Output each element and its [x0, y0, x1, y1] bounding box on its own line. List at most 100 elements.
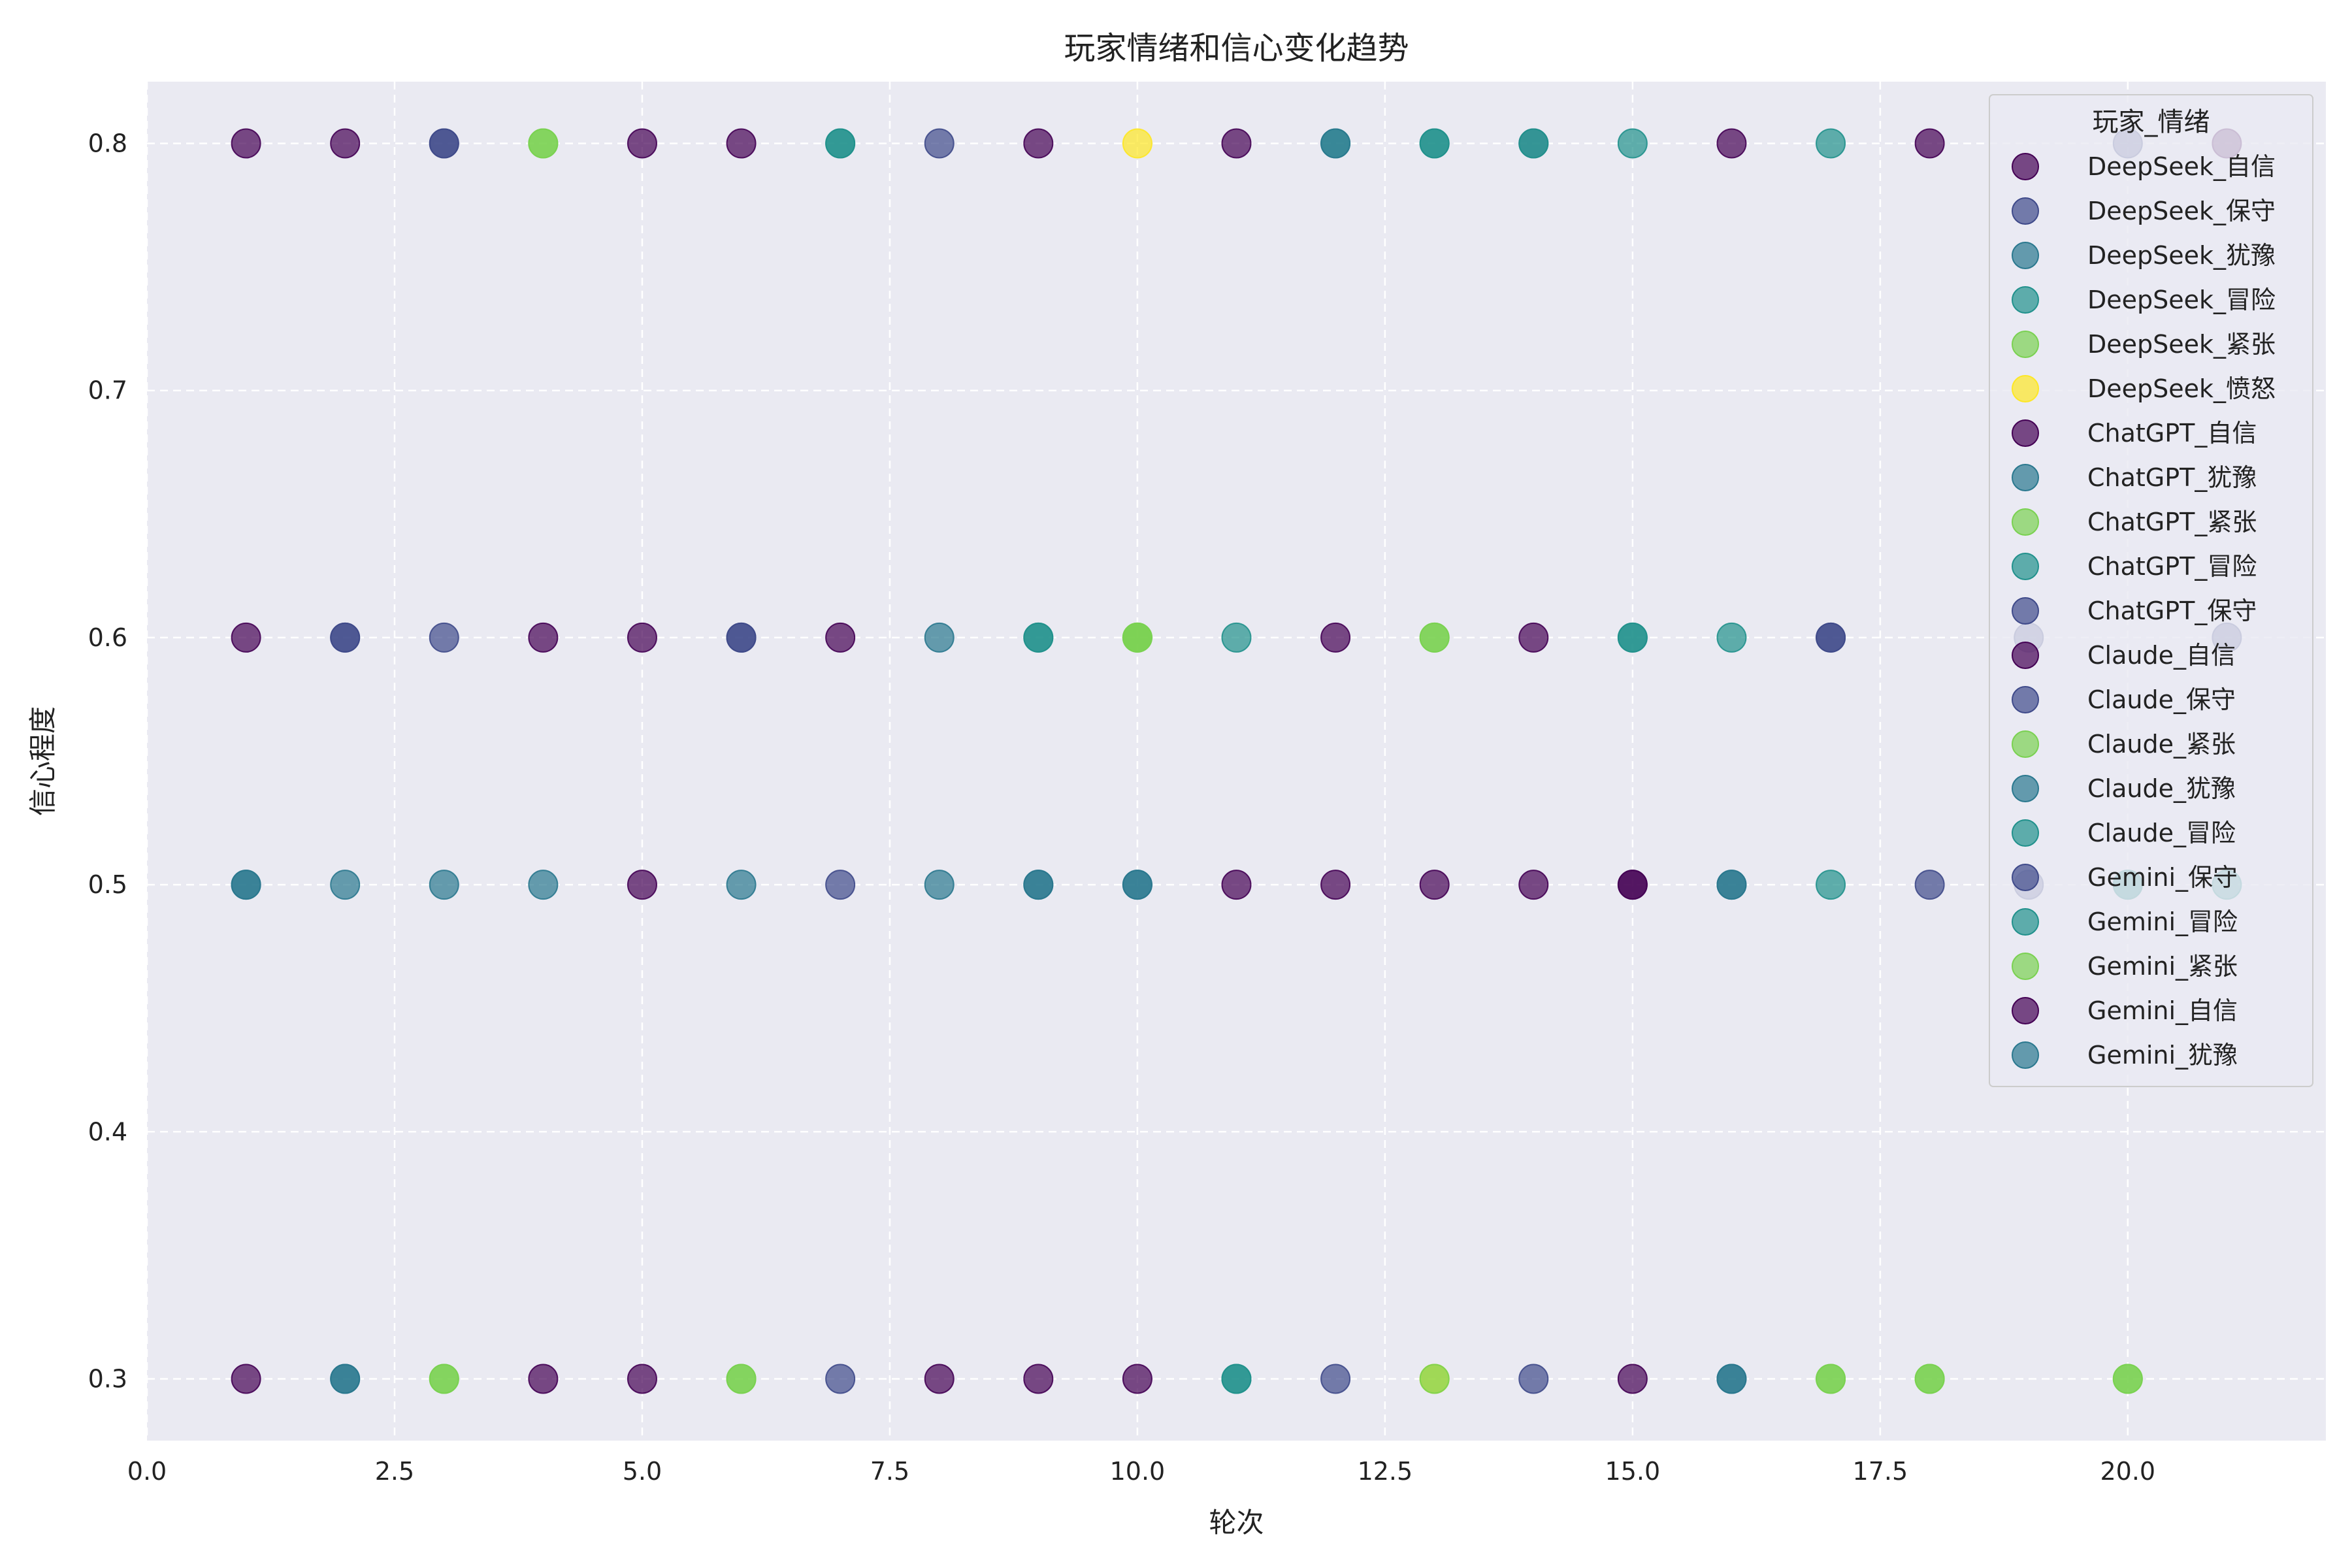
x-tick-label: 0.0 [127, 1457, 167, 1486]
legend-item: Claude_保守 [2012, 685, 2236, 714]
scatter-point [1617, 1364, 1648, 1394]
scatter-point [1617, 622, 1648, 653]
x-tick-labels: 0.0 2.5 5.0 7.5 10.0 12.5 15.0 17.5 20.0 [127, 1457, 2155, 1486]
x-tick-label: 12.5 [1358, 1457, 1413, 1486]
scatter-point [1816, 1364, 1846, 1394]
x-tick-label: 17.5 [1853, 1457, 1908, 1486]
legend-marker [2012, 242, 2039, 269]
legend-marker [2012, 197, 2039, 225]
legend-item: ChatGPT_冒险 [2012, 552, 2257, 581]
scatter-point [825, 128, 856, 159]
x-tick-label: 20.0 [2100, 1457, 2156, 1486]
legend-item: DeepSeek_紧张 [2012, 330, 2276, 359]
scatter-point [1122, 128, 1152, 159]
scatter-point [1816, 870, 1846, 900]
legend-label: Gemini_紧张 [2087, 952, 2238, 981]
y-tick-label: 0.6 [88, 623, 127, 652]
scatter-point [1419, 622, 1450, 653]
legend-label: ChatGPT_保守 [2087, 596, 2257, 625]
scatter-point [726, 1364, 757, 1394]
legend-marker [2012, 375, 2039, 402]
legend-label: Claude_自信 [2087, 641, 2236, 670]
scatter-point [825, 1364, 856, 1394]
legend-item: Gemini_冒险 [2012, 907, 2238, 936]
scatter-point [528, 870, 559, 900]
scatter-point [1419, 870, 1450, 900]
scatter-point [2112, 1364, 2143, 1394]
scatter-point [231, 1364, 261, 1394]
legend-label: Gemini_犹豫 [2087, 1041, 2238, 1070]
legend-marker [2012, 419, 2039, 447]
legend-label: Claude_冒险 [2087, 819, 2236, 847]
scatter-point [528, 622, 559, 653]
legend-item: Gemini_紧张 [2012, 952, 2238, 981]
scatter-point [330, 622, 361, 653]
legend-marker [2012, 286, 2039, 314]
scatter-point [1617, 870, 1648, 900]
scatter-point [231, 622, 261, 653]
legend-items: DeepSeek_自信 DeepSeek_保守 DeepSeek_犹豫 DeepSee… [2012, 152, 2276, 1070]
legend-marker [2012, 642, 2039, 669]
legend-label: ChatGPT_紧张 [2087, 508, 2257, 536]
legend-item: Gemini_自信 [2012, 996, 2238, 1025]
x-axis-label: 轮次 [1209, 1507, 1264, 1539]
scatter-point [528, 1364, 559, 1394]
chart-title: 玩家情绪和信心变化趋势 [1064, 30, 1409, 67]
x-tick-label: 2.5 [375, 1457, 414, 1486]
legend-marker [2012, 597, 2039, 625]
legend-label: Claude_紧张 [2087, 730, 2236, 759]
scatter-point [429, 128, 459, 159]
legend-item: DeepSeek_保守 [2012, 197, 2276, 225]
data-points [231, 128, 2242, 1394]
scatter-point [1122, 870, 1152, 900]
x-tick-label: 10.0 [1110, 1457, 1166, 1486]
scatter-point [330, 1364, 361, 1394]
x-tick-label: 15.0 [1605, 1457, 1661, 1486]
legend-item: Claude_紧张 [2012, 730, 2236, 759]
legend-marker [2012, 553, 2039, 580]
x-tick-label: 5.0 [623, 1457, 662, 1486]
legend-marker [2012, 908, 2039, 936]
scatter-point [924, 870, 955, 900]
scatter-point [726, 870, 757, 900]
legend-label: DeepSeek_自信 [2087, 152, 2276, 181]
scatter-point [924, 622, 955, 653]
scatter-point [1716, 622, 1747, 653]
x-tick-label: 7.5 [870, 1457, 909, 1486]
scatter-point [429, 1364, 459, 1394]
legend-item: Claude_自信 [2012, 641, 2236, 670]
scatter-point [627, 1364, 657, 1394]
legend-label: ChatGPT_犹豫 [2087, 463, 2257, 492]
legend-item: ChatGPT_犹豫 [2012, 463, 2257, 492]
legend-label: ChatGPT_自信 [2087, 419, 2257, 448]
legend-box [1989, 94, 2313, 1087]
plot-area [147, 82, 2326, 1441]
scatter-point [1419, 1364, 1450, 1394]
scatter-point [1122, 622, 1152, 653]
legend-item: DeepSeek_犹豫 [2012, 241, 2276, 270]
scatter-point [528, 128, 559, 159]
legend-marker [2012, 864, 2039, 891]
legend-item: Claude_冒险 [2012, 819, 2236, 847]
scatter-point [1221, 1364, 1252, 1394]
scatter-point [1914, 1364, 1945, 1394]
legend-label: Gemini_冒险 [2087, 907, 2238, 936]
legend-item: DeepSeek_冒险 [2012, 286, 2276, 314]
legend-marker [2012, 1041, 2039, 1069]
y-tick-labels: 0.3 0.4 0.5 0.6 0.7 0.8 [88, 129, 127, 1394]
scatter-point [924, 1364, 955, 1394]
scatter-point [1122, 1364, 1152, 1394]
legend-label: Gemini_保守 [2087, 863, 2238, 892]
scatter-point [1716, 128, 1747, 159]
legend-item: ChatGPT_紧张 [2012, 508, 2257, 536]
legend-marker [2012, 953, 2039, 980]
legend-label: DeepSeek_冒险 [2087, 286, 2276, 314]
legend-marker [2012, 508, 2039, 536]
scatter-point [825, 622, 856, 653]
legend-marker [2012, 997, 2039, 1024]
y-tick-label: 0.7 [88, 376, 127, 405]
scatter-point [330, 870, 361, 900]
scatter-point [627, 128, 657, 159]
legend-label: Claude_犹豫 [2087, 774, 2236, 803]
